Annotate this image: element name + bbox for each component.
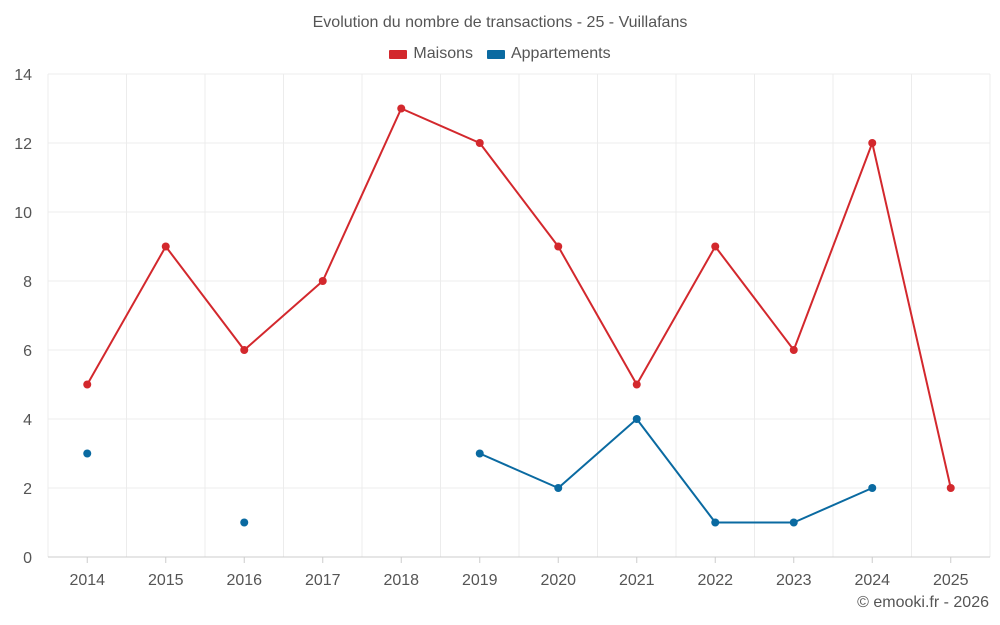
point-maisons-2024 [868, 139, 877, 147]
y-tick-label-0: 0 [23, 550, 32, 567]
legend-item-maisons[interactable]: Maisons [389, 45, 473, 63]
x-tick-label-2019: 2019 [462, 572, 498, 589]
point-appartements-2021 [632, 415, 641, 423]
point-maisons-2018 [397, 104, 406, 113]
x-tick-label-2024: 2024 [854, 572, 890, 589]
x-tick-label-2016: 2016 [226, 572, 262, 589]
x-tick-label-2025: 2025 [933, 572, 969, 589]
point-maisons-2016 [240, 346, 249, 354]
legend-label-maisons: Maisons [413, 45, 473, 62]
legend-swatch-appartements [486, 49, 505, 59]
point-maisons-2022 [711, 242, 720, 251]
y-tick-label-2: 2 [23, 481, 32, 498]
point-appartements-2024 [868, 484, 877, 492]
point-appartements-2022 [711, 518, 720, 527]
x-tick-label-2022: 2022 [697, 572, 733, 589]
x-tick-label-2014: 2014 [69, 572, 105, 589]
chart-title: Evolution du nombre de transactions - 25… [312, 14, 688, 31]
point-appartements-2016 [240, 518, 249, 527]
point-maisons-2019 [475, 139, 484, 147]
point-appartements-2023 [789, 518, 798, 527]
point-maisons-2015 [161, 242, 170, 251]
point-maisons-2023 [789, 346, 798, 354]
point-maisons-2025 [946, 484, 955, 492]
chart-legend: Maisons Appartements [0, 45, 1000, 63]
point-appartements-2020 [554, 484, 563, 492]
point-maisons-2021 [632, 380, 641, 389]
x-tick-label-2018: 2018 [383, 572, 419, 589]
y-tick-label-12: 12 [14, 136, 32, 153]
series-line-maisons-0 [86, 107, 952, 489]
point-appartements-2014 [83, 449, 92, 458]
y-tick-label-8: 8 [23, 274, 32, 291]
legend-label-appartements: Appartements [510, 45, 611, 62]
y-tick-label-6: 6 [23, 343, 32, 360]
series-line-appartements-2 [479, 418, 873, 524]
legend-item-appartements[interactable]: Appartements [486, 45, 611, 63]
y-tick-label-4: 4 [23, 412, 32, 429]
x-tick-label-2015: 2015 [148, 572, 184, 589]
x-tick-label-2020: 2020 [540, 572, 576, 589]
x-tick-label-2023: 2023 [776, 572, 812, 589]
point-appartements-2019 [475, 449, 484, 458]
copyright-text: © emooki.fr - 2026 [857, 594, 989, 611]
point-maisons-2017 [318, 277, 327, 285]
point-maisons-2014 [83, 380, 92, 389]
legend-swatch-maisons [389, 49, 408, 59]
y-tick-label-10: 10 [14, 205, 32, 222]
x-tick-label-2021: 2021 [619, 572, 655, 589]
point-maisons-2020 [554, 242, 563, 251]
y-tick-label-14: 14 [14, 67, 32, 84]
x-tick-label-2017: 2017 [305, 572, 341, 589]
